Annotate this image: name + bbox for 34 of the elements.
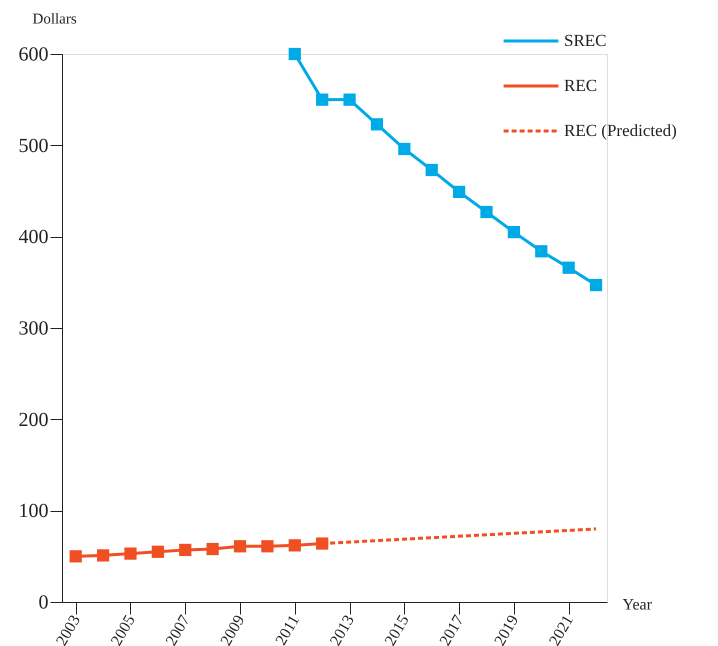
legend-label: SREC — [564, 31, 607, 50]
y-tick-label: 300 — [18, 318, 48, 340]
point — [316, 94, 328, 106]
y-axis-title: Dollars — [32, 12, 77, 28]
y-tick-label: 200 — [18, 408, 48, 431]
point — [343, 94, 356, 106]
point — [508, 226, 520, 238]
y-tick-label: 600 — [18, 44, 48, 66]
y-tick-label: 500 — [18, 134, 48, 157]
point — [590, 278, 602, 292]
point — [70, 550, 82, 562]
point — [206, 542, 219, 556]
legend-label: REC (Predicted) — [564, 121, 677, 140]
point — [288, 48, 301, 60]
y-tick-label: 0 — [38, 592, 48, 614]
legend-label: REC — [564, 76, 598, 95]
y-tick-label: 100 — [18, 500, 48, 522]
point — [535, 245, 548, 258]
point — [234, 540, 246, 552]
point — [316, 537, 328, 550]
point — [179, 544, 192, 556]
point — [152, 546, 164, 558]
x-axis-title: Year — [622, 596, 653, 614]
point — [562, 262, 575, 274]
point — [261, 540, 274, 552]
point — [426, 164, 438, 176]
y-tick-label: 400 — [18, 226, 48, 248]
point — [96, 549, 110, 562]
point — [370, 118, 384, 130]
point — [452, 186, 466, 198]
point — [124, 547, 137, 560]
point — [288, 539, 301, 552]
point — [480, 206, 493, 218]
point — [398, 142, 410, 156]
